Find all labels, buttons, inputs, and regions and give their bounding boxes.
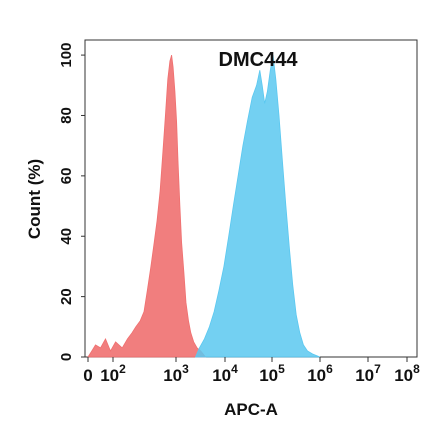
y-axis-label: Count (%): [25, 159, 44, 239]
x-tick-label: 103: [163, 362, 189, 385]
y-tick-label: 60: [58, 168, 75, 185]
x-tick-label: 104: [212, 362, 238, 385]
series-layer: [87, 54, 321, 358]
chart-title: DMC444: [219, 49, 299, 71]
y-tick-label: 100: [58, 43, 75, 68]
histogram-series-1: [87, 54, 207, 358]
y-tick-label: 40: [58, 228, 75, 245]
x-axis-ticks: 0 102 103 104 105 106 107 108: [83, 357, 420, 385]
x-tick-label: 106: [307, 362, 333, 385]
histogram-series-2: [194, 55, 321, 358]
x-tick-label: 108: [394, 362, 420, 385]
y-axis-ticks: 0 20 40 60 80 100: [58, 43, 85, 361]
x-tick-label: 102: [100, 362, 126, 385]
x-tick-label: 0: [83, 366, 92, 385]
x-tick-label: 107: [355, 362, 381, 385]
x-tick-label: 105: [259, 362, 285, 385]
y-tick-label: 0: [58, 353, 75, 361]
x-axis-label: APC-A: [224, 400, 278, 419]
y-tick-label: 80: [58, 107, 75, 124]
y-tick-label: 20: [58, 288, 75, 305]
